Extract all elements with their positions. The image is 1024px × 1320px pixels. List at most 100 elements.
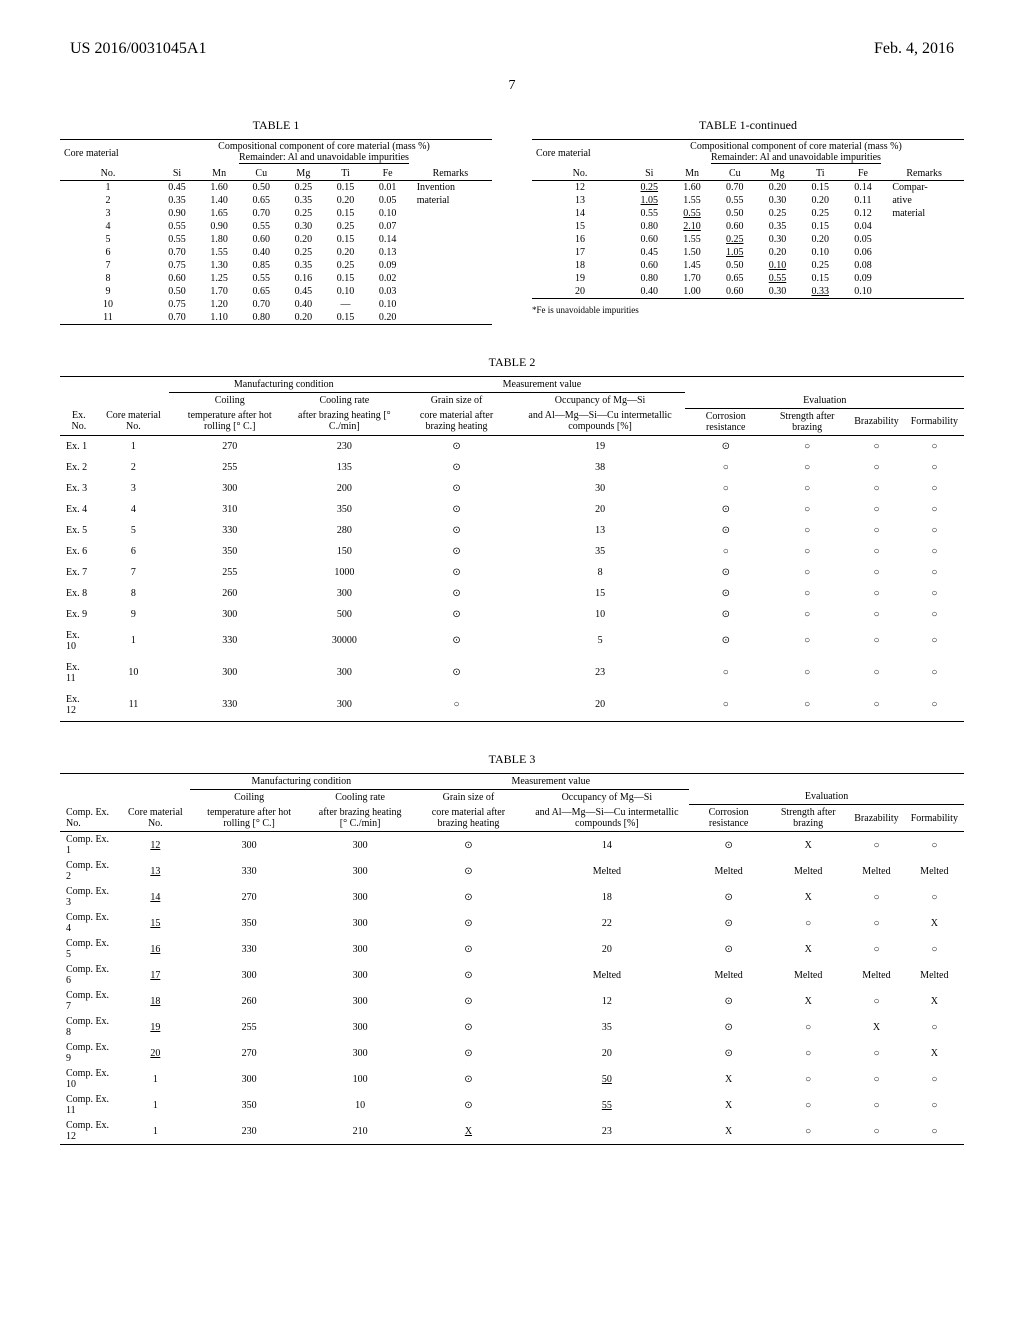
t1-col: Remarks	[884, 167, 964, 181]
table-cell: Ex. 10	[60, 625, 98, 657]
table-cell: 0.25	[324, 220, 366, 233]
table-cell: ○	[848, 689, 904, 722]
table-cell: 1.25	[198, 272, 240, 285]
table-row: 70.751.300.850.350.250.09	[60, 259, 492, 272]
table-cell: ○	[905, 1014, 964, 1040]
table-cell: 1.40	[198, 194, 240, 207]
table-cell: 200	[290, 478, 398, 499]
table-cell: ○	[905, 604, 964, 625]
table-cell: Comp. Ex. 5	[60, 936, 120, 962]
t1-col: Si	[628, 167, 671, 181]
table-row: 100.751.200.700.40—0.10	[60, 298, 492, 311]
table-cell: 17	[120, 962, 190, 988]
table-cell: 23	[525, 1118, 690, 1145]
table2: Manufacturing condition Measurement valu…	[60, 376, 964, 722]
t1-col: Mn	[198, 167, 240, 181]
table-cell: ⊙	[685, 499, 766, 520]
table-cell: 20	[515, 689, 686, 722]
table-row: 120.251.600.700.200.150.14Compar-	[532, 181, 964, 195]
table-cell: 1.55	[198, 246, 240, 259]
table-cell: Ex. 8	[60, 583, 98, 604]
table-cell: 0.90	[198, 220, 240, 233]
table3-container: TABLE 3 Manufacturing condition Measurem…	[60, 752, 964, 1146]
table-cell: 0.80	[240, 311, 282, 325]
table-cell: 300	[190, 1066, 308, 1092]
table-cell: 13	[120, 858, 190, 884]
table-cell: 0.60	[628, 233, 671, 246]
table-cell: ○	[848, 520, 904, 541]
table-cell: 350	[190, 1092, 308, 1118]
table-cell: 300	[308, 858, 412, 884]
table-cell: 0.75	[156, 298, 198, 311]
table-cell: X	[768, 936, 848, 962]
t1-core-label: Core material	[60, 140, 156, 168]
table-cell: 15	[532, 220, 628, 233]
table-cell: 0.10	[756, 259, 799, 272]
table-cell: 0.05	[842, 233, 885, 246]
table-row: Ex. 1211330300○20○○○○	[60, 689, 964, 722]
table-cell: 300	[290, 583, 398, 604]
table-cell: ○	[848, 499, 904, 520]
table-cell: 13	[532, 194, 628, 207]
table-cell: 1.45	[671, 259, 714, 272]
table-cell: 2	[60, 194, 156, 207]
table-row: 170.451.501.050.200.100.06	[532, 246, 964, 259]
table-cell: Melted	[768, 962, 848, 988]
table-cell: ⊙	[412, 1014, 524, 1040]
table-cell: 20	[525, 1040, 690, 1066]
table-cell: 270	[190, 884, 308, 910]
table-cell: 1.30	[198, 259, 240, 272]
table-row: 190.801.700.650.550.150.09	[532, 272, 964, 285]
table-row: 200.401.000.600.300.330.10	[532, 285, 964, 299]
table-cell: ○	[905, 657, 964, 689]
table-cell: ○	[768, 1092, 848, 1118]
table-row: Ex. 66350150⊙35○○○○	[60, 541, 964, 562]
table-cell: 0.08	[842, 259, 885, 272]
table-cell: 0.30	[282, 220, 324, 233]
table-cell: 0.60	[240, 233, 282, 246]
t1-comp-header: Compositional component of core material…	[156, 140, 492, 166]
table-cell: ⊙	[685, 435, 766, 457]
table-cell: 0.20	[799, 233, 842, 246]
table-cell: 6	[60, 246, 156, 259]
table-cell: 0.09	[842, 272, 885, 285]
table-cell: 12	[532, 181, 628, 195]
table-cell: ○	[848, 604, 904, 625]
table-cell: ○	[905, 1066, 964, 1092]
table-cell: ○	[848, 657, 904, 689]
table-cell: ○	[766, 625, 848, 657]
table-cell: ○	[905, 583, 964, 604]
table-cell: 0.03	[367, 285, 409, 298]
table-cell: 300	[190, 962, 308, 988]
table-cell: ⊙	[689, 988, 768, 1014]
table-cell: 0.10	[367, 207, 409, 220]
table-cell: 0.50	[240, 181, 282, 195]
table-cell: 0.10	[842, 285, 885, 299]
table-cell: Comp. Ex. 3	[60, 884, 120, 910]
table-row: Comp. Ex. 617300300⊙MeltedMeltedMeltedMe…	[60, 962, 964, 988]
table-cell: ○	[766, 457, 848, 478]
table-cell: 0.25	[282, 246, 324, 259]
table-row: 110.701.100.800.200.150.20	[60, 311, 492, 325]
table-cell: 7	[60, 259, 156, 272]
table-cell: 0.20	[367, 311, 409, 325]
table-cell: 5	[98, 520, 169, 541]
table-cell: 55	[525, 1092, 690, 1118]
table-cell: 0.06	[842, 246, 885, 259]
table-cell: 0.40	[628, 285, 671, 299]
table-cell: Ex. 4	[60, 499, 98, 520]
table-cell: 0.70	[713, 181, 756, 195]
table-cell: 0.10	[367, 298, 409, 311]
table-cell: ⊙	[685, 562, 766, 583]
table-cell: 17	[532, 246, 628, 259]
table-cell: ⊙	[685, 520, 766, 541]
table-cell: 0.50	[713, 259, 756, 272]
table-cell	[409, 298, 492, 311]
table-cell: 0.65	[240, 194, 282, 207]
table-cell: 300	[308, 936, 412, 962]
table-cell: 260	[190, 988, 308, 1014]
table-cell: ⊙	[412, 832, 524, 859]
table-row: 131.051.550.550.300.200.11ative	[532, 194, 964, 207]
table1-container: TABLE 1 Core material Compositional comp…	[60, 118, 492, 325]
table-cell: Melted	[525, 962, 690, 988]
